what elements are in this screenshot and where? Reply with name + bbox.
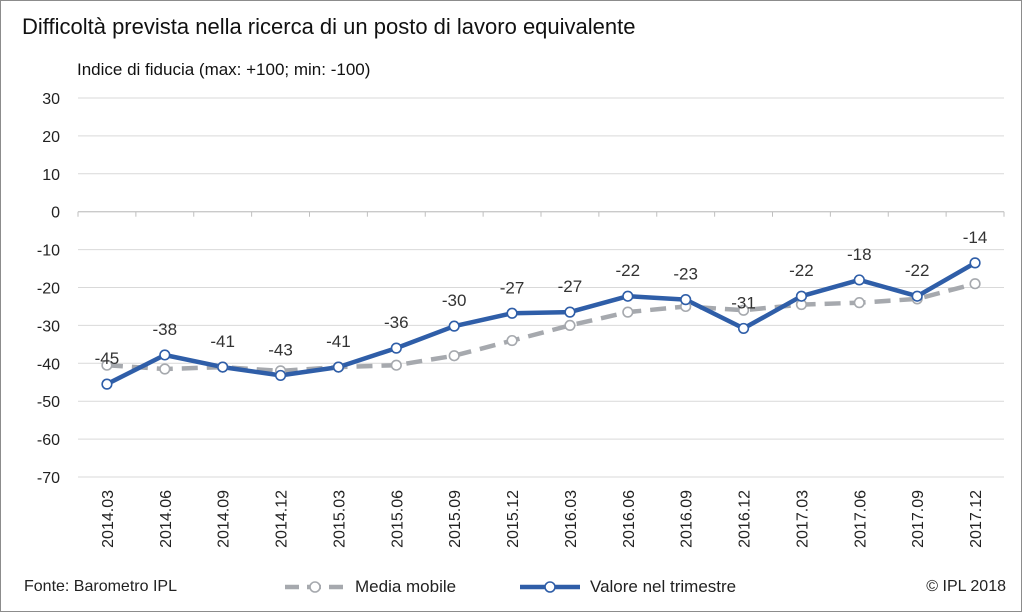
data-label: -43 [268, 340, 293, 359]
data-point-valore-trimestre [448, 320, 460, 332]
data-point-valore-trimestre [853, 274, 865, 286]
legend-item-media-mobile: Media mobile [283, 574, 456, 600]
chart-title: Difficoltà prevista nella ricerca di un … [22, 14, 636, 39]
legend-swatch-media-mobile [285, 581, 345, 593]
legend-label-media-mobile: Media mobile [355, 577, 457, 596]
x-tick-label: 2014.12 [274, 490, 291, 548]
legend-swatch-valore-trimestre [520, 581, 580, 593]
data-point-valore-trimestre [969, 257, 981, 269]
data-label: -14 [963, 228, 988, 247]
data-point-valore-trimestre [680, 294, 692, 306]
x-tick-label: 2015.03 [331, 490, 348, 548]
x-tick-label: 2015.09 [447, 490, 464, 548]
data-label: -38 [153, 320, 178, 339]
data-point-media-mobile [448, 350, 460, 362]
data-point-valore-trimestre [564, 306, 576, 318]
data-point-valore-trimestre [390, 342, 402, 354]
data-point-media-mobile [969, 278, 981, 290]
x-tick-label: 2014.06 [158, 490, 175, 548]
x-tick-label: 2017.12 [968, 490, 985, 548]
x-tick-label: 2014.03 [100, 490, 117, 548]
data-point-valore-trimestre [737, 322, 750, 335]
x-tick-label: 2016.06 [621, 490, 638, 548]
data-label: -36 [384, 313, 409, 332]
x-tick-label: 2016.09 [679, 490, 696, 548]
data-label: -27 [558, 277, 583, 296]
series-line-valore-trimestre [105, 260, 977, 387]
data-point-media-mobile [853, 297, 865, 309]
data-point-valore-trimestre [506, 307, 518, 319]
data-point-media-mobile [101, 359, 113, 371]
source-note: Fonte: Barometro IPL [24, 578, 177, 595]
y-tick-label: -40 [37, 356, 60, 373]
y-tick-label: -20 [37, 281, 60, 298]
data-point-media-mobile [390, 359, 402, 371]
x-tick-label: 2015.12 [505, 490, 522, 548]
data-point-valore-trimestre [332, 361, 345, 373]
y-tick-label: -50 [37, 394, 60, 411]
data-label: -41 [326, 332, 351, 351]
y-tick-label: 0 [51, 205, 60, 222]
y-tick-label: -70 [37, 470, 60, 487]
legend-label-valore-trimestre: Valore nel trimestre [590, 577, 737, 596]
copyright-note: © IPL 2018 [926, 578, 1006, 595]
x-tick-label: 2015.06 [389, 490, 406, 548]
y-tick-label: 10 [42, 167, 60, 184]
data-point-media-mobile [564, 319, 576, 332]
data-point-media-mobile [737, 304, 750, 316]
data-label: -22 [616, 261, 641, 280]
data-point-media-mobile [506, 334, 518, 347]
x-tick-label: 2016.03 [563, 490, 580, 548]
y-tick-label: 30 [42, 91, 60, 108]
data-label: -22 [789, 261, 814, 280]
x-tick-label: 2014.09 [216, 490, 233, 548]
data-label: -31 [731, 293, 756, 312]
data-point-valore-trimestre [274, 369, 287, 382]
data-point-valore-trimestre [217, 361, 229, 373]
data-label: -45 [95, 349, 120, 368]
data-point-valore-trimestre [911, 290, 923, 302]
y-axis-label: Indice di fiducia (max: +100; min: -100) [77, 60, 371, 79]
y-tick-label: 20 [42, 129, 60, 146]
y-tick-label: -60 [37, 432, 60, 449]
data-point-media-mobile [622, 306, 634, 318]
x-tick-label: 2017.09 [910, 490, 927, 548]
x-tick-label: 2017.03 [794, 490, 811, 548]
data-point-media-mobile [159, 363, 171, 375]
x-tick-label: 2017.06 [852, 490, 869, 548]
data-label: -27 [500, 278, 525, 297]
data-label: -41 [210, 332, 235, 351]
data-label: -30 [442, 291, 467, 310]
data-label: -23 [673, 265, 698, 284]
data-point-valore-trimestre [795, 290, 808, 302]
y-tick-label: -30 [37, 318, 60, 335]
series-line-media-mobile [106, 281, 976, 374]
data-point-valore-trimestre [622, 290, 634, 302]
y-tick-label: -10 [37, 243, 60, 260]
data-label: -22 [905, 261, 930, 280]
data-point-valore-trimestre [159, 349, 171, 361]
legend-item-valore-trimestre: Valore nel trimestre [518, 574, 736, 600]
data-point-valore-trimestre [101, 378, 113, 390]
data-label: -18 [847, 245, 872, 264]
x-tick-label: 2016.12 [737, 490, 754, 548]
